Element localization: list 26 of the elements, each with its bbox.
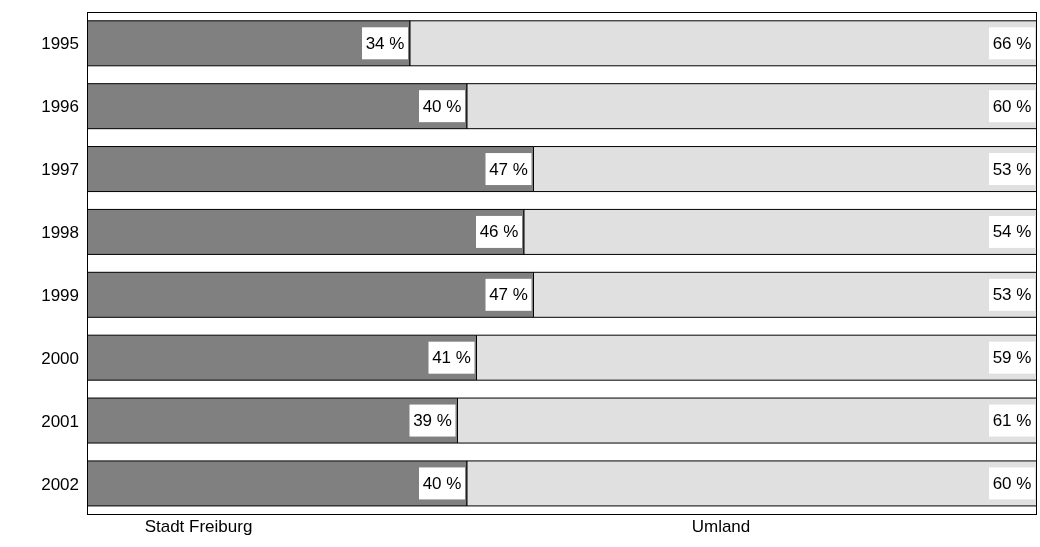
y-tick-label: 1997 [41,160,79,180]
y-tick-label: 2001 [41,411,79,431]
series-label: Umland [691,517,751,537]
data-label: 60 % [992,473,1032,493]
y-tick-label: 1999 [41,285,79,305]
series-label: Stadt Freiburg [144,517,253,537]
y-tick-label: 1996 [41,97,79,117]
data-label: 54 % [992,222,1032,242]
data-label: 40 % [422,96,462,116]
data-label: 39 % [413,411,452,431]
data-label: 61 % [992,411,1032,431]
data-label: 53 % [992,285,1032,305]
data-label: 41 % [432,348,471,368]
data-label: 34 % [365,33,405,53]
data-label: 53 % [992,159,1032,179]
data-label: 60 % [992,96,1032,116]
data-label: 66 % [992,33,1032,53]
data-label: 47 % [489,285,528,305]
data-label: 59 % [992,348,1032,368]
y-tick-label: 1998 [41,223,79,243]
data-label: 40 % [422,473,462,493]
y-tick-label: 2002 [41,474,79,494]
data-label: 46 % [479,222,519,242]
data-label: 47 % [489,159,528,179]
y-tick-label: 2000 [41,348,79,368]
y-tick-label: 1995 [41,34,79,54]
